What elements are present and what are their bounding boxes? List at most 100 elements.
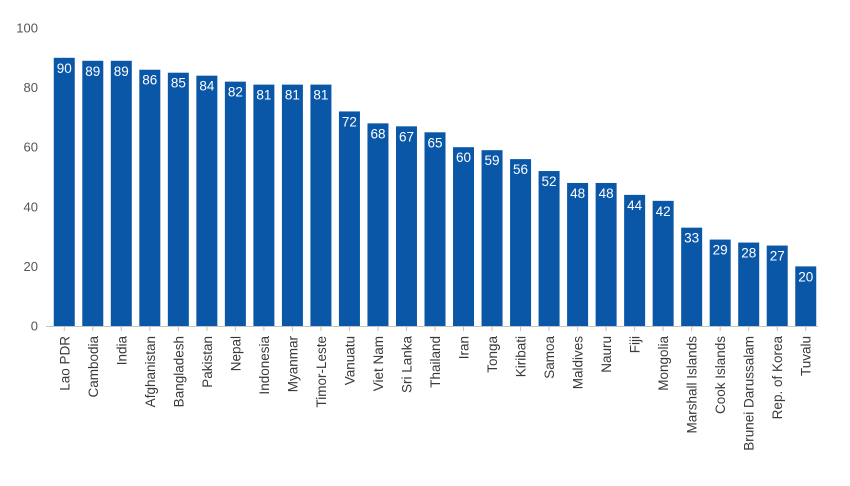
y-tick-label: 80 <box>24 80 38 95</box>
bar-value-label: 48 <box>570 186 585 201</box>
bar-value-label: 86 <box>142 73 157 88</box>
category-label: Indonesia <box>257 336 272 395</box>
bar-group: 20 <box>795 266 817 326</box>
bar-value-label: 33 <box>684 231 699 246</box>
bar-value-label: 20 <box>798 269 813 284</box>
category-label: Nauru <box>599 336 614 373</box>
bar-value-label: 28 <box>741 246 756 261</box>
category-label: Tonga <box>485 336 500 373</box>
bar <box>338 111 360 326</box>
bar-value-label: 89 <box>114 64 129 79</box>
bar <box>453 147 475 326</box>
y-axis: 0 20 40 60 80 100 <box>16 21 38 334</box>
bar-value-label: 72 <box>342 114 357 129</box>
bar <box>110 60 132 326</box>
bar-group: 85 <box>167 72 189 326</box>
bar-value-label: 44 <box>627 198 643 213</box>
bar-group: 84 <box>196 75 218 327</box>
category-label: Mongolia <box>656 336 671 391</box>
bar <box>481 150 503 326</box>
bar-group: 52 <box>538 171 560 326</box>
bar-group: 27 <box>766 245 788 326</box>
y-tick-label: 100 <box>16 21 38 36</box>
bar-value-label: 27 <box>770 249 785 264</box>
category-label: Kiribati <box>514 336 529 377</box>
bar <box>766 245 788 326</box>
bar-group: 81 <box>253 84 275 327</box>
bar-value-label: 65 <box>427 135 442 150</box>
category-label: India <box>114 336 129 366</box>
bar-group: 72 <box>338 111 360 326</box>
bar-value-label: 81 <box>285 88 300 103</box>
bar-value-label: 90 <box>57 61 72 76</box>
bar <box>624 194 646 326</box>
bar <box>595 182 617 326</box>
bar-group: 56 <box>510 159 532 326</box>
category-label: Lao PDR <box>57 336 72 391</box>
bar-group: 59 <box>481 150 503 326</box>
y-tick-label: 40 <box>24 199 38 214</box>
category-label: Myanmar <box>285 336 300 393</box>
bar <box>795 266 817 326</box>
bar-value-label: 81 <box>256 88 271 103</box>
bar-group: 89 <box>82 60 104 326</box>
bar-value-label: 59 <box>485 153 500 168</box>
category-label: Thailand <box>428 336 443 388</box>
bar <box>395 126 417 326</box>
bar-group: 44 <box>624 194 646 326</box>
category-label: Afghanistan <box>143 336 158 407</box>
category-label: Nepal <box>228 336 243 371</box>
y-tick-label: 60 <box>24 140 38 155</box>
bar-value-label: 67 <box>399 129 414 144</box>
bar-value-label: 84 <box>199 79 215 94</box>
category-label: Cook Islands <box>713 336 728 414</box>
bar <box>53 57 75 327</box>
bar-value-label: 52 <box>542 174 557 189</box>
category-label: Pakistan <box>200 336 215 388</box>
category-label: Vanuatu <box>342 336 357 385</box>
bar-group: 28 <box>738 242 760 326</box>
bar <box>652 200 674 326</box>
category-label: Brunei Darussalam <box>742 336 757 451</box>
category-label: Maldives <box>571 336 586 390</box>
bar-group: 81 <box>310 84 332 327</box>
bar-value-label: 29 <box>713 243 728 258</box>
bar-group: 48 <box>567 182 589 326</box>
bar <box>224 81 246 326</box>
bar-group: 90 <box>53 57 75 327</box>
bar-group: 60 <box>453 147 475 326</box>
category-label: Fiji <box>628 336 643 353</box>
bar-value-label: 42 <box>656 204 671 219</box>
bar-group: 42 <box>652 200 674 326</box>
bar-value-label: 68 <box>370 126 385 141</box>
bar <box>510 159 532 326</box>
bar-group: 65 <box>424 132 446 326</box>
bar <box>281 84 303 327</box>
category-label: Bangladesh <box>171 336 186 407</box>
bar-group: 29 <box>709 239 731 326</box>
bar <box>424 132 446 326</box>
bar-group: 81 <box>281 84 303 327</box>
bar-group: 89 <box>110 60 132 326</box>
bar-group: 86 <box>139 69 161 326</box>
bar <box>196 75 218 327</box>
bar <box>82 60 104 326</box>
category-label: Viet Nam <box>371 336 386 391</box>
x-axis: Lao PDR Cambodia India Afghanistan Banglades… <box>46 326 818 451</box>
bar-value-label: 85 <box>171 76 186 91</box>
bar <box>253 84 275 327</box>
bar <box>367 123 389 326</box>
category-label: Timor-Leste <box>314 336 329 408</box>
bar-group: 33 <box>681 227 703 326</box>
bar <box>567 182 589 326</box>
bar-group: 82 <box>224 81 246 326</box>
bar-group: 67 <box>395 126 417 326</box>
bar-group: 68 <box>367 123 389 326</box>
bar-value-label: 60 <box>456 150 471 165</box>
bar <box>681 227 703 326</box>
category-label: Marshall Islands <box>685 336 700 434</box>
y-tick-label: 20 <box>24 259 38 274</box>
bar-group: 48 <box>595 182 617 326</box>
bar <box>167 72 189 326</box>
